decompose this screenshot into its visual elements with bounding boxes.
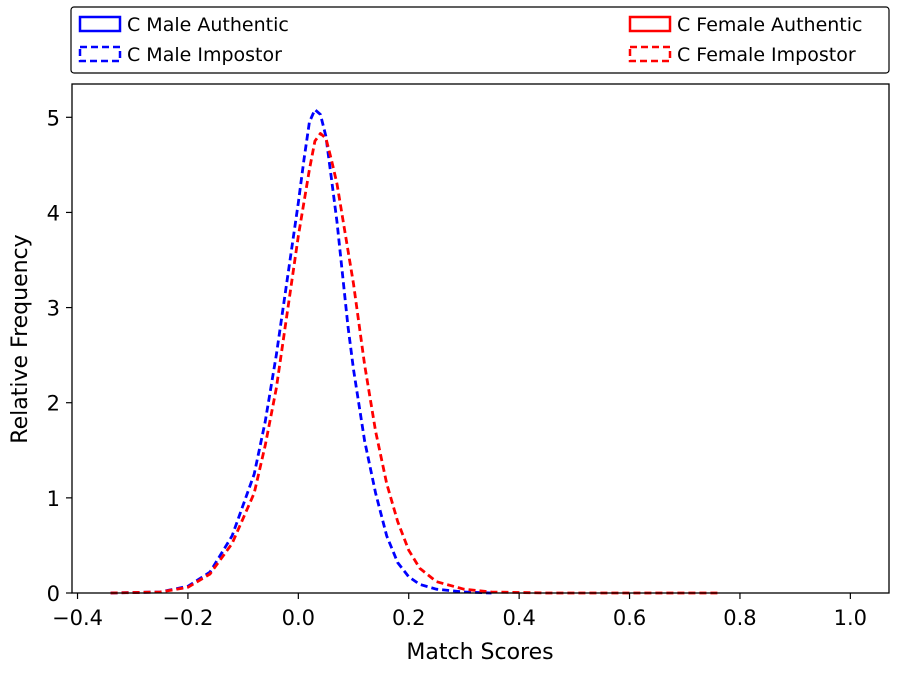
series-line-c-male-impostor [110, 108, 492, 595]
legend-frame [70, 6, 890, 74]
x-axis-ticks: −0.4 −0.2 0.0 0.2 0.4 0.6 0.8 1.0 [52, 593, 867, 630]
x-tick-label: 0.8 [723, 606, 756, 630]
x-tick-label: −0.2 [162, 606, 213, 630]
x-axis-label: Match Scores [406, 640, 553, 665]
legend-label-male-impostor: C Male Impostor [127, 44, 282, 66]
x-tick-label: 0.0 [282, 606, 315, 630]
legend-swatch-male-authentic [78, 15, 122, 33]
legend: C Male Authentic C Male Impostor C Femal… [70, 6, 890, 74]
series-layer [110, 108, 718, 595]
legend-entry-male-impostor: C Male Impostor [78, 44, 282, 66]
y-tick-label: 0 [47, 582, 60, 606]
legend-swatch-female-authentic [628, 15, 672, 33]
legend-swatch-female-impostor [628, 45, 672, 63]
y-tick-label: 5 [47, 106, 60, 130]
legend-entry-female-authentic: C Female Authentic [628, 14, 862, 36]
x-tick-label: 0.6 [613, 606, 646, 630]
plot-frame [71, 83, 890, 594]
x-tick-label: 0.2 [392, 606, 425, 630]
legend-label-female-authentic: C Female Authentic [677, 14, 862, 36]
y-tick-label: 2 [47, 392, 60, 416]
legend-entry-male-authentic: C Male Authentic [78, 14, 289, 36]
y-tick-label: 4 [47, 201, 60, 225]
y-axis-ticks: 0 1 2 3 4 5 [47, 106, 72, 606]
legend-label-male-authentic: C Male Authentic [127, 14, 289, 36]
series-line-c-female-impostor [110, 132, 718, 595]
y-tick-label: 1 [47, 487, 60, 511]
legend-entry-female-impostor: C Female Impostor [628, 44, 856, 66]
y-axis-label: Relative Frequency [8, 234, 33, 443]
x-tick-label: 0.4 [502, 606, 535, 630]
legend-label-female-impostor: C Female Impostor [677, 44, 856, 66]
x-tick-label: 1.0 [834, 606, 867, 630]
legend-swatch-male-impostor [78, 45, 122, 63]
y-tick-label: 3 [47, 297, 60, 321]
x-tick-label: −0.4 [52, 606, 103, 630]
